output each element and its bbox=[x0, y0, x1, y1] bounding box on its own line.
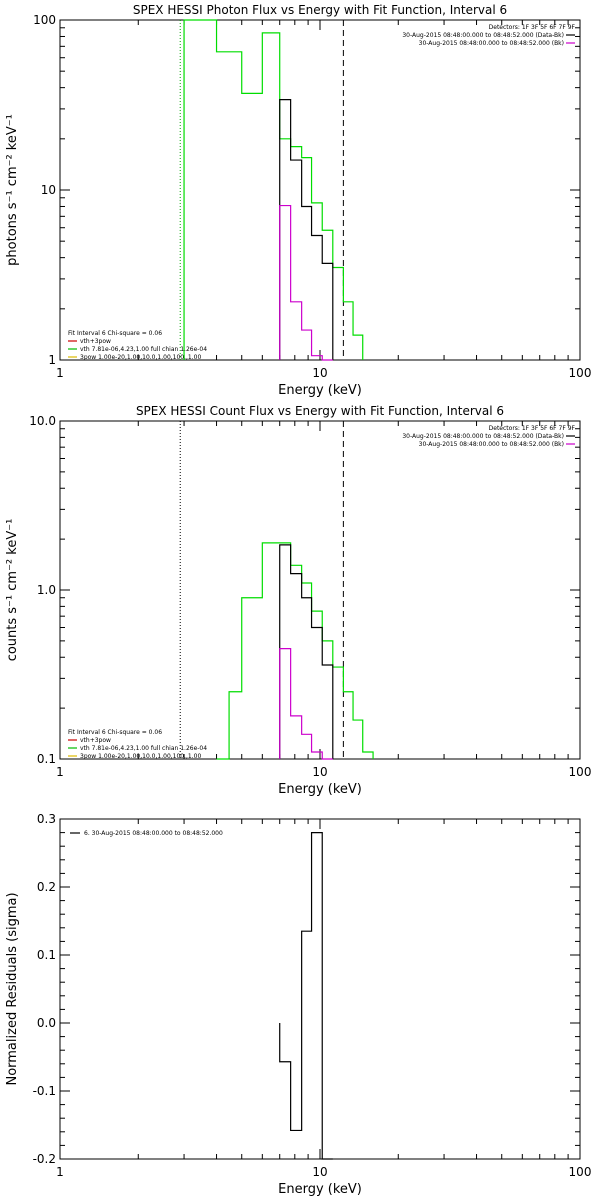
y-tick-label: 100 bbox=[33, 13, 56, 27]
series-data-bk bbox=[279, 544, 334, 759]
y-tick-label: 0.3 bbox=[37, 812, 56, 826]
y-tick-label: -0.2 bbox=[33, 1152, 56, 1166]
fit-legend-header: Fit Interval 6 Chi-square = 0.06 bbox=[68, 729, 162, 736]
y-axis-label: photons s⁻¹ cm⁻² keV⁻¹ bbox=[5, 114, 20, 266]
plot-frame bbox=[59, 19, 581, 361]
x-tick-label: 10 bbox=[312, 366, 327, 380]
chart-title: SPEX HESSI Count Flux vs Energy with Fit… bbox=[136, 404, 504, 418]
y-tick-label: 0.1 bbox=[37, 948, 56, 962]
fit-legend-label: 3pow 1.00e-20,1.00,10.0,1.00,100.,1.00 bbox=[80, 354, 201, 361]
x-tick-label: 10 bbox=[312, 765, 327, 779]
x-tick-label: 100 bbox=[569, 1165, 592, 1179]
x-tick-label: 1 bbox=[56, 1165, 64, 1179]
y-tick-label: 10.0 bbox=[29, 414, 56, 428]
fit-legend-label: vth 7.81e-06,4.23,1.00 full chian 1.26e-… bbox=[80, 346, 207, 353]
legend-entry-label: 30-Aug-2015 08:48:00.000 to 08:48:52.000… bbox=[402, 433, 564, 440]
chart-panel-2: SPEX HESSI Count Flux vs Energy with Fit… bbox=[5, 404, 591, 797]
x-axis-label: Energy (keV) bbox=[278, 383, 362, 398]
series-bk bbox=[279, 204, 333, 361]
y-tick-label: 0.0 bbox=[37, 1016, 56, 1030]
legend-entry-label: 30-Aug-2015 08:48:00.000 to 08:48:52.000… bbox=[419, 441, 564, 448]
detectors-label: Detectors: 1F 3F 5F 6F 7F 9F bbox=[489, 425, 576, 432]
legend-entry-label: 30-Aug-2015 08:48:00.000 to 08:48:52.000… bbox=[419, 40, 564, 47]
chart-panel-3: 1 10 100 -0.2 -0.1 0.0 0.1 0.2 0.3 Energy (keV) No… bbox=[5, 812, 591, 1197]
x-tick-label: 100 bbox=[569, 765, 592, 779]
x-axis-label: Energy (keV) bbox=[278, 1182, 362, 1197]
series-total bbox=[216, 542, 374, 760]
x-tick-label: 100 bbox=[569, 366, 592, 380]
x-axis-label: Energy (keV) bbox=[278, 782, 362, 797]
fit-legend-label: vth 7.81e-06,4.23,1.00 full chian 1.26e-… bbox=[80, 745, 207, 752]
legend-entry-label: 30-Aug-2015 08:48:00.000 to 08:48:52.000… bbox=[402, 32, 564, 39]
legend-label: 6. 30-Aug-2015 08:48:00.000 to 08:48:52.… bbox=[84, 830, 223, 837]
fit-legend-header: Fit Interval 6 Chi-square = 0.06 bbox=[68, 330, 162, 337]
y-tick-label: 1.0 bbox=[37, 583, 56, 597]
y-axis-label: counts s⁻¹ cm⁻² keV⁻¹ bbox=[5, 519, 20, 662]
x-tick-label: 1 bbox=[56, 366, 64, 380]
detectors-label: Detectors: 1F 3F 5F 6F 7F 9F bbox=[489, 24, 576, 31]
y-tick-label: 0.1 bbox=[37, 752, 56, 766]
y-tick-label: -0.1 bbox=[33, 1084, 56, 1098]
y-tick-label: 0.2 bbox=[37, 880, 56, 894]
series-data-bk bbox=[279, 99, 334, 360]
x-tick-label: 1 bbox=[56, 765, 64, 779]
fit-legend-label: vth+3pow bbox=[80, 338, 111, 345]
chart-title: SPEX HESSI Photon Flux vs Energy with Fi… bbox=[133, 3, 507, 17]
fit-legend-label: vth+3pow bbox=[80, 737, 111, 744]
y-tick-label: 1 bbox=[48, 353, 56, 367]
y-tick-label: 10 bbox=[41, 183, 56, 197]
fit-legend-label: 3pow 1.00e-20,1.00,10.0,1.00,100.,1.00 bbox=[80, 753, 201, 760]
plot-frame bbox=[59, 420, 581, 760]
chart-panel-1: SPEX HESSI Photon Flux vs Energy with Fi… bbox=[5, 3, 591, 398]
series-residuals bbox=[279, 832, 333, 1160]
series-bk bbox=[279, 648, 333, 760]
plot-frame bbox=[59, 818, 581, 1160]
series-total bbox=[183, 19, 364, 360]
y-axis-label: Normalized Residuals (sigma) bbox=[5, 892, 20, 1085]
x-tick-label: 10 bbox=[312, 1165, 327, 1179]
